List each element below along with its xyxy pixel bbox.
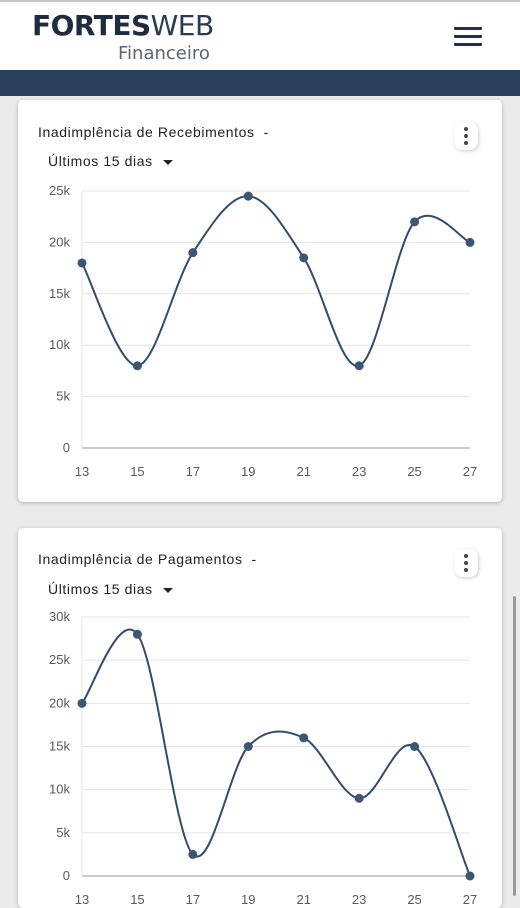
x-tick-label: 25 [407,464,421,479]
card-title: Inadimplência de Pagamentos - [38,551,257,567]
y-tick-label: 5k [56,825,70,840]
more-options-icon[interactable] [454,122,478,150]
fortes-web-logo[interactable]: FORTESWEB Financeiro [32,10,214,65]
data-point[interactable] [299,733,309,743]
series-line [81,628,471,877]
header-band [0,70,520,96]
data-point[interactable] [354,361,364,371]
data-point[interactable] [188,248,198,258]
hamburger-menu-icon[interactable] [448,20,486,52]
caret-down-icon [162,159,173,165]
logo-subtitle: Financeiro [118,43,210,64]
y-tick-label: 0 [63,440,70,455]
data-point[interactable] [465,871,475,881]
y-tick-label: 30k [49,609,70,624]
payables-card: Inadimplência de Pagamentos - Últimos 15… [18,528,502,908]
x-tick-label: 13 [75,464,89,479]
x-tick-label: 15 [130,464,144,479]
x-tick-label: 19 [241,464,255,479]
page-scrollbar[interactable] [513,596,516,896]
card-title-text: Inadimplência de Pagamentos [38,551,243,567]
receivables-card: Inadimplência de Recebimentos - Últimos … [18,100,502,502]
y-tick-label: 15k [49,739,70,754]
data-point[interactable] [243,742,253,751]
x-tick-label: 21 [296,464,310,479]
data-point[interactable] [410,742,420,751]
receivables-line-chart: 0 5k 10k 15k 20k 25k 13 15 17 19 21 23 25 27 [49,183,477,479]
y-tick-label: 10k [49,337,70,352]
period-selector[interactable]: Últimos 15 dias [48,153,173,169]
caret-down-icon [162,587,173,593]
period-label: Últimos 15 dias [48,581,153,597]
y-tick-label: 0 [63,868,70,883]
y-tick-label: 20k [49,695,70,710]
more-options-icon[interactable] [454,549,478,577]
data-point[interactable] [132,361,142,371]
x-tick-label: 23 [352,464,366,479]
logo-bold-text: FORTES [32,9,151,42]
y-tick-label: 15k [49,286,70,301]
data-point[interactable] [354,793,364,803]
x-tick-label: 17 [186,464,200,479]
card-title: Inadimplência de Recebimentos - [38,124,269,140]
y-tick-label: 25k [49,652,70,667]
data-point[interactable] [465,237,475,247]
data-point[interactable] [77,698,87,708]
y-tick-label: 5k [56,389,70,404]
logo-wordmark: FORTESWEB [32,10,214,42]
y-tick-label: 10k [49,782,70,797]
data-point[interactable] [410,217,420,227]
data-point[interactable] [299,253,309,263]
y-tick-label: 25k [49,183,70,198]
card-title-text: Inadimplência de Recebimentos [38,124,255,140]
x-tick-label: 27 [463,464,477,479]
period-label: Últimos 15 dias [48,153,153,169]
data-point[interactable] [188,849,198,859]
period-selector[interactable]: Últimos 15 dias [48,581,173,597]
logo-thin-text: WEB [150,9,215,42]
data-point[interactable] [77,258,87,268]
y-tick-label: 20k [49,234,70,249]
app-header: FORTESWEB Financeiro [0,0,520,70]
data-point[interactable] [243,191,253,201]
card-title-suffix: - [263,124,269,140]
data-point[interactable] [132,629,142,639]
card-title-suffix: - [251,551,257,567]
